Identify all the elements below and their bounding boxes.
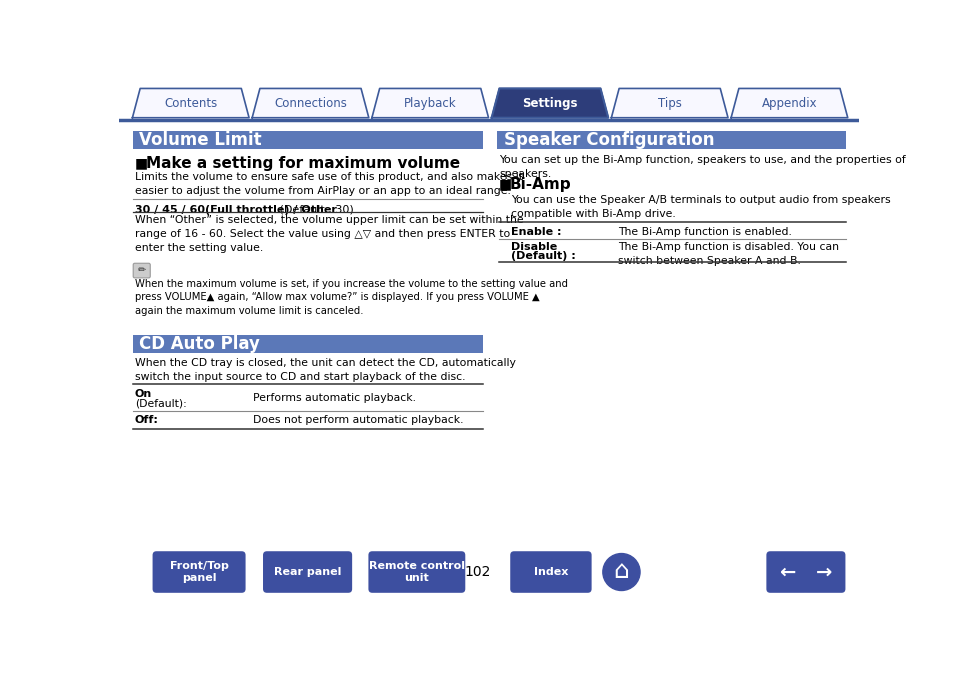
- Text: Does not perform automatic playback.: Does not perform automatic playback.: [253, 415, 463, 425]
- Circle shape: [602, 553, 639, 590]
- FancyBboxPatch shape: [133, 335, 483, 353]
- Text: Settings: Settings: [521, 97, 578, 110]
- Text: ⌂: ⌂: [613, 559, 629, 583]
- Polygon shape: [491, 88, 608, 118]
- Polygon shape: [132, 88, 249, 118]
- Polygon shape: [252, 88, 369, 118]
- FancyBboxPatch shape: [497, 131, 845, 149]
- FancyBboxPatch shape: [152, 551, 245, 593]
- Text: (Default) :: (Default) :: [511, 251, 576, 261]
- Text: Performs automatic playback.: Performs automatic playback.: [253, 394, 416, 403]
- Text: ■: ■: [134, 156, 148, 170]
- Text: CD Auto Play: CD Auto Play: [139, 335, 260, 353]
- Text: Enable :: Enable :: [511, 227, 561, 237]
- Polygon shape: [611, 88, 727, 118]
- Text: ✏: ✏: [137, 265, 146, 275]
- FancyBboxPatch shape: [133, 263, 150, 278]
- Text: (Default : 30): (Default : 30): [275, 205, 354, 215]
- Text: Disable: Disable: [511, 242, 558, 252]
- Text: You can use the Speaker A/B terminals to output audio from speakers
compatible w: You can use the Speaker A/B terminals to…: [511, 194, 890, 219]
- Text: Off:: Off:: [134, 415, 158, 425]
- Text: You can set up the Bi-Amp function, speakers to use, and the properties of
speak: You can set up the Bi-Amp function, spea…: [498, 155, 904, 180]
- Text: On: On: [134, 389, 152, 399]
- Text: (Default):: (Default):: [134, 398, 186, 408]
- Text: Volume Limit: Volume Limit: [139, 131, 262, 149]
- FancyBboxPatch shape: [263, 551, 352, 593]
- Text: When “Other” is selected, the volume upper limit can be set within the
range of : When “Other” is selected, the volume upp…: [134, 215, 523, 253]
- Text: When the maximum volume is set, if you increase the volume to the setting value : When the maximum volume is set, if you i…: [134, 279, 567, 316]
- Text: Appendix: Appendix: [760, 97, 817, 110]
- Text: Limits the volume to ensure safe use of this product, and also makes it
easier t: Limits the volume to ensure safe use of …: [134, 172, 522, 196]
- Text: Connections: Connections: [274, 97, 347, 110]
- Text: 102: 102: [464, 565, 491, 579]
- Text: 30 / 45 / 60(Full throttle) / Other: 30 / 45 / 60(Full throttle) / Other: [134, 205, 336, 215]
- Text: ←: ←: [779, 563, 795, 581]
- Polygon shape: [730, 88, 847, 118]
- Text: The Bi-Amp function is disabled. You can
switch between Speaker A and B.: The Bi-Amp function is disabled. You can…: [617, 242, 838, 266]
- FancyBboxPatch shape: [510, 551, 591, 593]
- FancyBboxPatch shape: [133, 131, 483, 149]
- FancyBboxPatch shape: [368, 551, 465, 593]
- Text: The Bi-Amp function is enabled.: The Bi-Amp function is enabled.: [617, 227, 791, 237]
- Text: Bi-Amp: Bi-Amp: [509, 177, 571, 192]
- FancyBboxPatch shape: [802, 551, 844, 593]
- Text: Make a setting for maximum volume: Make a setting for maximum volume: [146, 155, 459, 171]
- Text: Front/Top
panel: Front/Top panel: [170, 561, 229, 583]
- Text: Contents: Contents: [164, 97, 217, 110]
- Text: When the CD tray is closed, the unit can detect the CD, automatically
switch the: When the CD tray is closed, the unit can…: [134, 358, 515, 382]
- Text: →: →: [816, 563, 832, 581]
- Text: Index: Index: [533, 567, 568, 577]
- Text: Speaker Configuration: Speaker Configuration: [503, 131, 714, 149]
- Text: Playback: Playback: [403, 97, 456, 110]
- Polygon shape: [372, 88, 488, 118]
- Text: Tips: Tips: [657, 97, 680, 110]
- Text: ■: ■: [498, 178, 512, 192]
- Text: Rear panel: Rear panel: [274, 567, 341, 577]
- Text: Remote control
unit: Remote control unit: [369, 561, 464, 583]
- FancyBboxPatch shape: [765, 551, 807, 593]
